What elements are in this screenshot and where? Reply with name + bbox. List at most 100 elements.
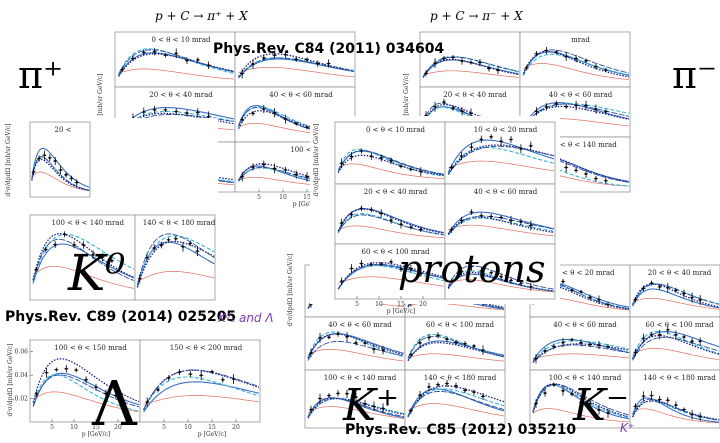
panel-label: 140 < θ < 180 mrad	[143, 219, 216, 227]
data-point	[284, 53, 287, 56]
data-point	[48, 156, 51, 159]
data-point	[436, 334, 440, 337]
y-axis-label: d²σ/dpdΩ [mb/sr GeV/c]	[313, 124, 320, 197]
data-point	[682, 408, 686, 411]
data-point	[284, 168, 287, 172]
reference: Phys.Rev. C84 (2011) 034604	[213, 41, 444, 57]
data-point	[164, 108, 167, 111]
data-point	[480, 214, 483, 217]
data-point	[451, 56, 455, 59]
model-curve	[448, 160, 554, 172]
model-curve	[33, 391, 139, 413]
data-point	[409, 409, 413, 412]
model-curve	[632, 288, 720, 309]
model-curve	[522, 165, 629, 187]
particle-label: π⁺	[18, 53, 63, 97]
data-point	[295, 173, 298, 176]
panel: 100 < θ < 140 mrad	[29, 214, 136, 301]
data-point	[305, 175, 309, 178]
reaction: p + C → π⁺ + X	[155, 9, 248, 23]
data-point	[634, 298, 637, 301]
data-point	[37, 157, 41, 160]
data-point	[463, 342, 467, 345]
data-point	[490, 271, 493, 274]
panel-label: 40 < θ < 60 mrad	[474, 188, 538, 196]
data-point	[44, 248, 47, 251]
data-point	[309, 408, 313, 411]
data-point	[570, 392, 574, 396]
data-point	[380, 212, 383, 215]
data-point	[370, 155, 373, 158]
particle-label: Λ	[91, 367, 138, 440]
panel-label: 0 < θ < 10 mrad	[366, 126, 426, 134]
panel: 40 < θ < 60 mrad	[234, 86, 356, 143]
data-point	[251, 62, 255, 66]
data-point	[381, 348, 385, 352]
data-point	[35, 268, 38, 271]
x-tick-label: 20	[232, 424, 240, 431]
data-point	[189, 373, 192, 376]
model-curve	[532, 408, 630, 423]
data-point	[381, 407, 385, 410]
data-point	[340, 162, 343, 165]
data-point	[360, 207, 363, 210]
data-point	[419, 272, 422, 275]
y-axis-label: d²σ/dpdΩ [mb/sr GeV/c]	[97, 74, 104, 147]
data-point	[91, 253, 95, 256]
data-point	[584, 172, 588, 176]
handwritten-note: K⁺	[620, 421, 634, 435]
data-point	[642, 287, 645, 290]
data-point	[399, 268, 403, 271]
data-point	[594, 65, 598, 68]
model-curve	[632, 397, 720, 423]
model-curve	[337, 148, 444, 177]
panel: 60 < θ < 100 mrad 5 10 15 20p [GeV/c]	[334, 243, 446, 315]
data-point	[273, 111, 276, 114]
data-point	[354, 396, 358, 399]
data-point	[101, 256, 104, 259]
x-axis-label: p [GeV/c]	[82, 431, 111, 438]
data-point	[445, 382, 449, 385]
x-axis-label: p [GeV/c]	[293, 201, 322, 208]
data-point	[500, 140, 503, 143]
data-point	[178, 371, 181, 374]
handwritten-note: K⁰ₛ and Λ	[218, 311, 274, 325]
data-point	[561, 389, 565, 392]
data-point	[145, 256, 149, 259]
model-curve	[307, 397, 405, 419]
data-point	[500, 275, 503, 278]
data-point	[82, 243, 85, 247]
data-point	[470, 210, 473, 214]
panel-label: 100 < θ < 140 mrad	[52, 219, 125, 227]
data-point	[372, 405, 376, 408]
data-point	[399, 223, 403, 226]
data-point	[691, 340, 694, 343]
data-point	[185, 112, 189, 115]
panel-frame	[404, 369, 506, 429]
data-point	[64, 173, 68, 176]
data-point	[63, 233, 66, 236]
model-curve	[32, 374, 139, 412]
data-point	[658, 398, 661, 401]
panel: 0 < θ < 10 mrad	[334, 121, 446, 185]
data-point	[469, 112, 473, 115]
data-point	[345, 335, 349, 338]
data-point	[442, 100, 446, 104]
data-point	[370, 208, 373, 211]
data-point	[535, 52, 538, 55]
data-point	[545, 105, 548, 108]
data-point	[305, 58, 309, 61]
data-point	[340, 221, 343, 225]
panel	[234, 31, 356, 88]
data-point	[534, 357, 538, 360]
model-curve	[448, 224, 554, 237]
data-point	[472, 344, 476, 348]
data-point	[363, 341, 367, 345]
data-point	[32, 170, 35, 174]
data-point	[480, 269, 483, 272]
data-point	[529, 144, 532, 147]
model-curve	[532, 383, 630, 418]
model-curve	[118, 110, 234, 134]
data-point	[496, 69, 500, 72]
particle-label: π⁻	[672, 53, 717, 97]
